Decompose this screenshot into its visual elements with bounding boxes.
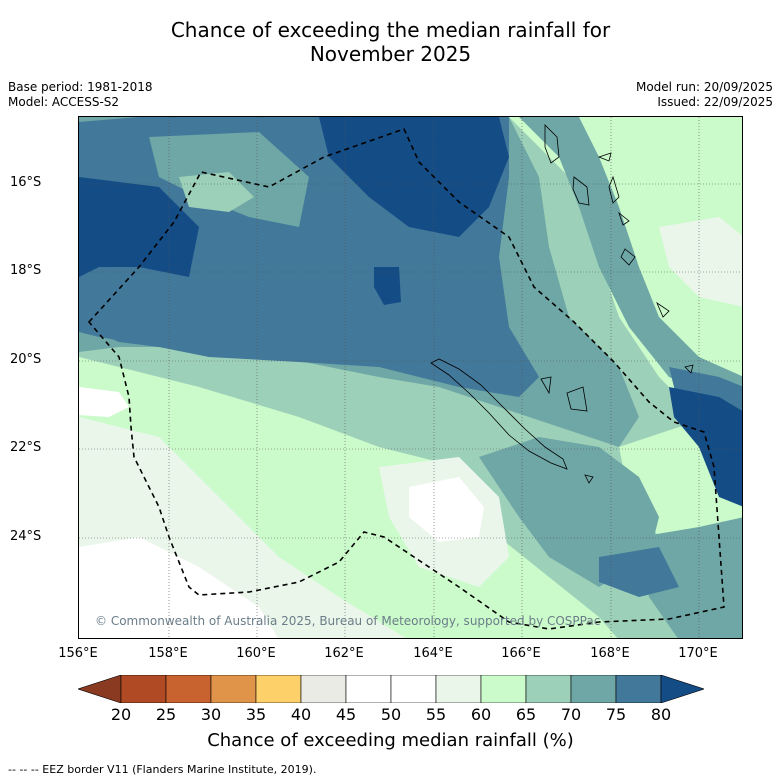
lon-label-160e: 160°E xyxy=(236,646,276,661)
coastlines xyxy=(430,124,694,484)
vanuatu-island-1 xyxy=(544,124,560,164)
contour-70-75-se xyxy=(639,517,742,638)
vanuatu-island-4 xyxy=(608,175,620,204)
lat-label-18s: 18°S xyxy=(10,263,42,278)
lon-label-164e: 164°E xyxy=(413,646,453,661)
colorbar-segment-30 xyxy=(210,674,257,704)
colorbar-tick-60: 60 xyxy=(470,705,492,724)
contour-65-70-patch-nw xyxy=(179,172,254,212)
colorbar-tick-65: 65 xyxy=(515,705,537,724)
colorbar-tick-25: 25 xyxy=(155,705,177,724)
contour-80plus-north xyxy=(319,117,509,237)
lon-label-162e: 162°E xyxy=(324,646,364,661)
map-title: Chance of exceeding the median rainfall … xyxy=(0,18,781,66)
colorbar-segment-45 xyxy=(345,674,392,704)
colorbar-tick-30: 30 xyxy=(200,705,222,724)
eez-legend-note: -- -- -- EEZ border V11 (Flanders Marine… xyxy=(8,763,317,776)
title-line-1: Chance of exceeding the median rainfall … xyxy=(170,18,611,42)
vanuatu-island-2 xyxy=(572,176,590,206)
colorbar-tick-35: 35 xyxy=(245,705,267,724)
loyalty-island-3 xyxy=(540,376,552,395)
lat-label-22s: 22°S xyxy=(10,440,42,455)
colorbar-tick-45: 45 xyxy=(335,705,357,724)
lon-label-158e: 158°E xyxy=(148,646,188,661)
colorbar-segment-55 xyxy=(435,674,482,704)
copyright-notice: © Commonwealth of Australia 2025, Bureau… xyxy=(95,614,601,628)
issued-date: Issued: 22/09/2025 xyxy=(657,95,773,109)
rainfall-map xyxy=(78,116,743,639)
base-period: Base period: 1981-2018 xyxy=(8,80,153,94)
vanuatu-island-5 xyxy=(618,211,630,226)
title-line-2: November 2025 xyxy=(309,42,472,66)
colorbar-segment-25 xyxy=(165,674,212,704)
colorbar-svg xyxy=(77,674,705,704)
model-name: Model: ACCESS-S2 xyxy=(8,95,120,109)
colorbar-segment-75 xyxy=(615,674,662,704)
eez-border xyxy=(87,128,725,630)
map-canvas xyxy=(79,117,742,638)
colorbar-tick-75: 75 xyxy=(605,705,627,724)
lon-label-166e: 166°E xyxy=(501,646,541,661)
contour-80plus-center xyxy=(374,267,401,305)
colorbar-tick-50: 50 xyxy=(380,705,402,724)
islet-1 xyxy=(684,364,694,374)
colorbar-extend-low xyxy=(77,674,122,704)
lon-label-168e: 168°E xyxy=(590,646,630,661)
lon-label-170e: 170°E xyxy=(678,646,718,661)
colorbar-label: Chance of exceeding median rainfall (%) xyxy=(207,730,574,751)
colorbar-segment-50 xyxy=(390,674,437,704)
vanuatu-island-3 xyxy=(597,152,612,162)
loyalty-island-2 xyxy=(566,386,588,412)
colorbar xyxy=(77,674,705,707)
islet-2 xyxy=(584,474,594,484)
contour-45-55-center xyxy=(409,477,484,542)
colorbar-segment-65 xyxy=(525,674,572,704)
colorbar-extend-high xyxy=(660,674,705,704)
lon-label-156e: 156°E xyxy=(58,646,98,661)
model-run: Model run: 20/09/2025 xyxy=(635,80,773,94)
lat-label-20s: 20°S xyxy=(10,352,42,367)
vanuatu-island-6 xyxy=(620,248,636,266)
contour-80plus-east xyxy=(669,387,742,507)
new-caledonia-coast xyxy=(430,358,568,470)
contour-45-55-sw xyxy=(79,537,278,638)
loyalty-island-1 xyxy=(656,301,670,318)
colorbar-tick-20: 20 xyxy=(110,705,132,724)
colorbar-segment-20 xyxy=(120,674,167,704)
colorbar-tick-80: 80 xyxy=(650,705,672,724)
lat-label-16s: 16°S xyxy=(10,175,42,190)
lat-label-24s: 24°S xyxy=(10,529,42,544)
colorbar-segment-70 xyxy=(570,674,617,704)
colorbar-segment-60 xyxy=(480,674,527,704)
contour-70-75-upper xyxy=(79,117,742,407)
metadata-left: Base period: 1981-2018 Model: ACCESS-S2 xyxy=(8,80,153,110)
metadata-right: Model run: 20/09/2025 Issued: 22/09/2025 xyxy=(636,80,773,110)
contour-75-80-south xyxy=(599,547,679,597)
colorbar-segment-40 xyxy=(300,674,347,704)
colorbar-tick-40: 40 xyxy=(290,705,312,724)
graticule xyxy=(79,117,742,638)
colorbar-tick-70: 70 xyxy=(560,705,582,724)
colorbar-segment-35 xyxy=(255,674,302,704)
contour-70-75-south xyxy=(479,437,659,587)
contour-45-55-west xyxy=(79,387,129,417)
colorbar-tick-55: 55 xyxy=(425,705,447,724)
contour-55-60-ne xyxy=(659,217,742,307)
